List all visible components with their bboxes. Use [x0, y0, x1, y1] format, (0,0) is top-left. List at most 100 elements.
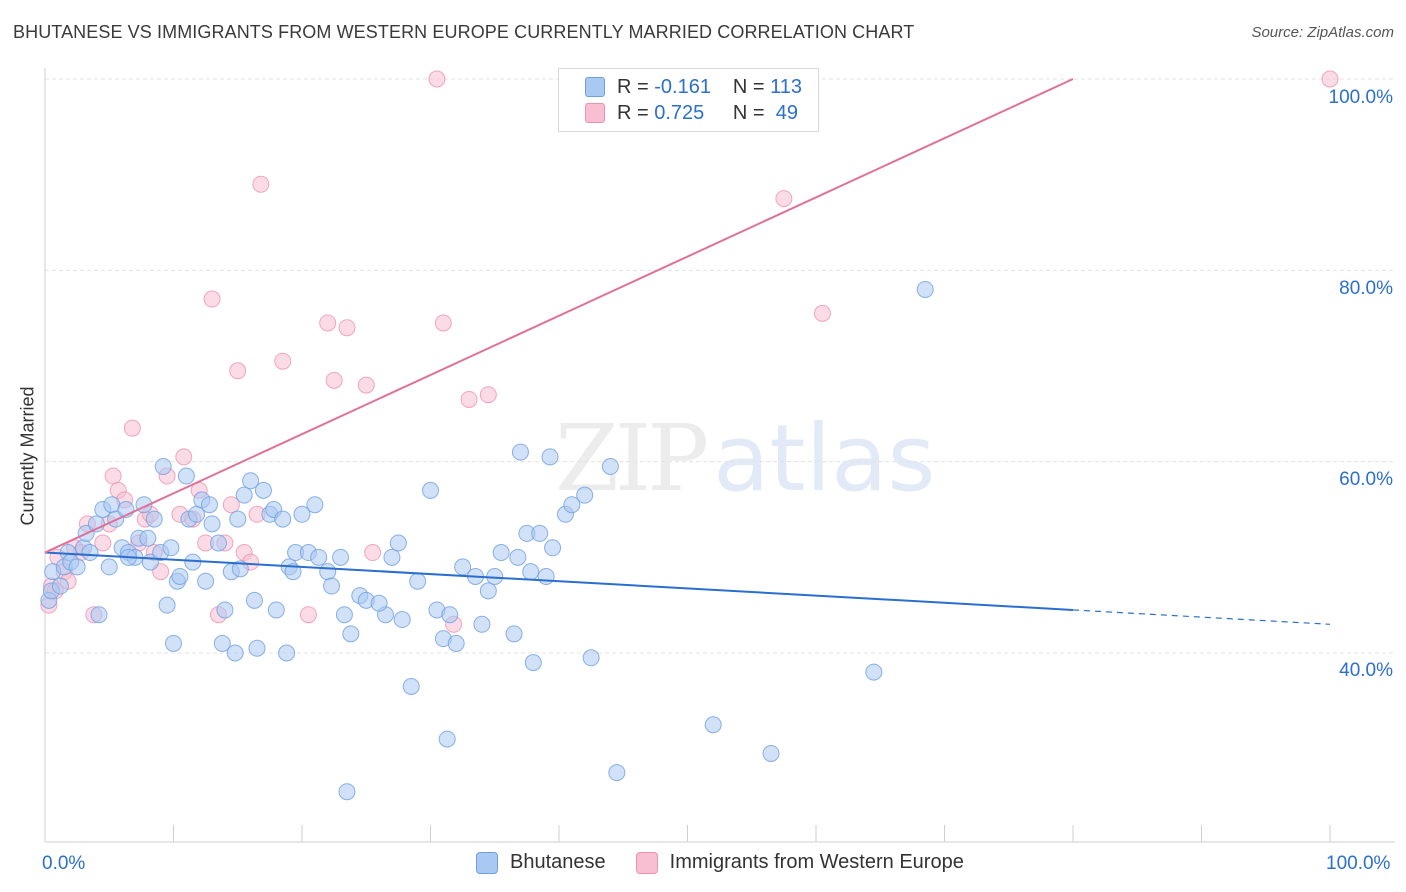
western-europe-point — [434, 314, 452, 332]
bhutanese-point — [154, 457, 172, 475]
bhutanese-point — [473, 615, 491, 633]
bhutanese-point — [158, 596, 176, 614]
bhutanese-point — [323, 577, 341, 595]
bhutanese-point — [492, 544, 510, 562]
bhutanese-point — [284, 563, 302, 581]
western-europe-point — [203, 290, 221, 308]
western-europe-point — [364, 544, 382, 562]
correlation-legend: R = -0.161 N = 113 R = 0.725 N = 49 — [558, 68, 819, 132]
western-europe-point — [338, 319, 356, 337]
western-europe-point — [775, 190, 793, 208]
bhutanese-point — [541, 448, 559, 466]
series-swatch-pink — [635, 851, 658, 874]
bhutanese-point — [704, 716, 722, 734]
western-europe-point — [274, 352, 292, 370]
bhutanese-point — [479, 582, 497, 600]
bhutanese-point — [293, 505, 311, 523]
bhutanese-point — [274, 510, 292, 528]
bhutanese-point — [171, 567, 189, 585]
x-tick-max: 100.0% — [1326, 853, 1391, 874]
bhutanese-point — [576, 486, 594, 504]
bhutanese-point — [81, 544, 99, 562]
bhutanese-point — [184, 553, 202, 571]
western-europe-point — [325, 371, 343, 389]
chart-title: BHUTANESE VS IMMIGRANTS FROM WESTERN EUR… — [13, 22, 915, 42]
bhutanese-point — [306, 496, 324, 514]
legend-r-value: -0.161 — [654, 75, 711, 98]
western-europe-point — [479, 386, 497, 404]
bhutanese-point — [522, 563, 540, 581]
bhutanese-point — [235, 486, 253, 504]
bhutanese-point — [90, 606, 108, 624]
western-europe-point — [104, 467, 122, 485]
legend-n-value: 49 — [775, 101, 798, 124]
bhutanese-point — [537, 567, 555, 585]
bhutanese-point — [563, 496, 581, 514]
legend-r-label: R = — [617, 75, 649, 98]
bhutanese-point — [254, 481, 272, 499]
bhutanese-point — [103, 496, 121, 514]
bhutanese-point — [310, 548, 328, 566]
legend-n-label: N = — [732, 101, 765, 124]
legend-n-label: N = — [732, 75, 765, 98]
bhutanese-point — [370, 594, 388, 612]
bhutanese-point — [383, 548, 401, 566]
x-tick-min: 0.0% — [42, 853, 86, 874]
bhutanese-point — [51, 577, 69, 595]
western-europe-point — [222, 496, 240, 514]
series-label-western-europe: Immigrants from Western Europe — [669, 851, 964, 873]
bhutanese-point — [342, 625, 360, 643]
bhutanese-point — [509, 548, 527, 566]
bhutanese-point — [511, 443, 529, 461]
bhutanese-point — [601, 457, 619, 475]
bhutanese-point — [197, 572, 215, 590]
western-europe-point — [1321, 70, 1339, 88]
bhutanese-point — [332, 548, 350, 566]
bhutanese-point — [865, 663, 883, 681]
bhutanese-point — [762, 744, 780, 762]
bhutanese-point — [242, 472, 260, 490]
bhutanese-point — [447, 634, 465, 652]
legend-n-value: 113 — [770, 75, 803, 98]
bhutanese-point — [524, 654, 542, 672]
bhutanese-point — [916, 280, 934, 298]
bhutanese-point — [145, 510, 163, 528]
bhutanese-point — [200, 496, 218, 514]
western-europe-point — [123, 419, 141, 437]
legend-r-value: 0.725 — [654, 101, 705, 124]
bhutanese-point — [335, 606, 353, 624]
bhutanese-point — [582, 649, 600, 667]
bhutanese-point — [409, 572, 427, 590]
y-tick-100: 100.0% — [1328, 87, 1393, 108]
legend-row-bhutanese: R = -0.161 N = 113 — [585, 74, 802, 100]
series-legend-western-europe[interactable]: Immigrants from Western Europe — [635, 851, 964, 874]
bhutanese-point — [319, 563, 337, 581]
legend-row-western-europe: R = 0.725 N = 49 — [585, 100, 798, 126]
legend-r-label: R = — [617, 101, 649, 124]
western-europe-point — [428, 70, 446, 88]
source-credit: Source: ZipAtlas.com — [1251, 24, 1394, 41]
western-europe-point — [252, 175, 270, 193]
bhutanese-point — [422, 481, 439, 499]
bhutanese-point — [393, 611, 411, 629]
legend-swatch-pink — [585, 103, 605, 123]
bhutanese-point — [544, 539, 562, 557]
watermark-atlas: atlas — [713, 405, 936, 512]
bhutanese-point — [226, 644, 244, 662]
y-tick-60: 60.0% — [1339, 469, 1393, 490]
series-legend-bhutanese[interactable]: Bhutanese — [476, 851, 606, 874]
bhutanese-trend-extension — [1072, 609, 1331, 625]
bhutanese-point — [245, 591, 263, 609]
bhutanese-point — [216, 601, 234, 619]
bhutanese-point — [438, 730, 456, 748]
bhutanese-point — [231, 560, 249, 578]
bhutanese-point — [165, 634, 182, 652]
bhutanese-point — [100, 558, 118, 576]
y-tick-40: 40.0% — [1339, 660, 1393, 681]
western-europe-point — [94, 534, 112, 552]
y-axis-label: Currently Married — [17, 386, 38, 526]
bhutanese-point — [278, 644, 296, 662]
series-swatch-blue — [476, 851, 498, 874]
western-europe-point — [175, 448, 193, 466]
western-europe-trend-line — [44, 78, 1074, 554]
